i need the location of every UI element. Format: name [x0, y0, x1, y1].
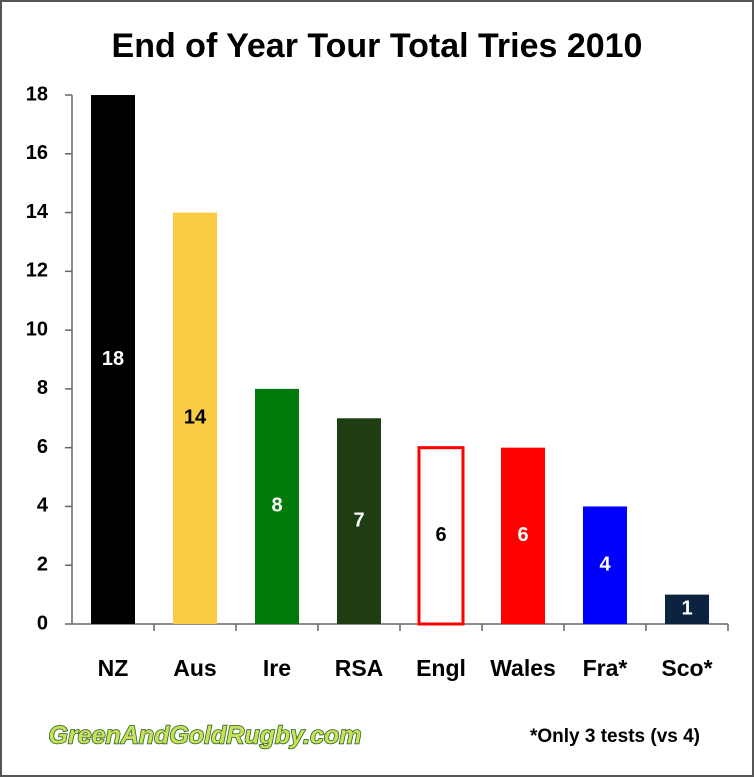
x-tick-label: Engl [416, 655, 466, 681]
y-tick-label: 8 [37, 377, 48, 399]
data-label: 4 [599, 554, 611, 576]
data-label: 14 [184, 407, 207, 429]
y-tick-label: 0 [37, 612, 48, 634]
y-tick-label: 6 [37, 436, 48, 458]
chart-title: End of Year Tour Total Tries 2010 [112, 27, 643, 65]
x-tick-label: NZ [98, 655, 129, 681]
y-tick-label: 18 [26, 83, 48, 105]
data-label: 7 [353, 509, 364, 531]
x-tick-label: Ire [263, 655, 291, 681]
bar [337, 418, 381, 624]
y-tick-label: 12 [26, 260, 48, 282]
y-tick-label: 2 [37, 554, 48, 576]
y-tick-label: 4 [37, 495, 49, 517]
bar [665, 594, 709, 624]
data-label: 6 [435, 524, 446, 546]
x-tick-label: Aus [173, 655, 216, 681]
y-tick-label: 14 [26, 201, 49, 223]
bar [501, 447, 545, 624]
data-label: 6 [517, 524, 528, 546]
x-tick-label: RSA [335, 655, 384, 681]
bar [583, 506, 627, 624]
bar [173, 212, 217, 625]
x-tick-label: Wales [490, 655, 556, 681]
watermark: GreenAndGoldRugby.com [49, 722, 362, 750]
bar [255, 388, 299, 624]
annotation: *Only 3 tests (vs 4) [530, 726, 700, 747]
y-tick-label: 10 [26, 318, 48, 340]
bar [417, 446, 465, 626]
data-label: 8 [271, 495, 282, 517]
data-label: 18 [102, 348, 124, 370]
data-label: 1 [681, 598, 692, 620]
y-tick-label: 16 [26, 142, 48, 164]
x-tick-label: Fra* [583, 655, 628, 681]
bar [91, 95, 135, 624]
x-tick-label: Sco* [661, 655, 712, 681]
